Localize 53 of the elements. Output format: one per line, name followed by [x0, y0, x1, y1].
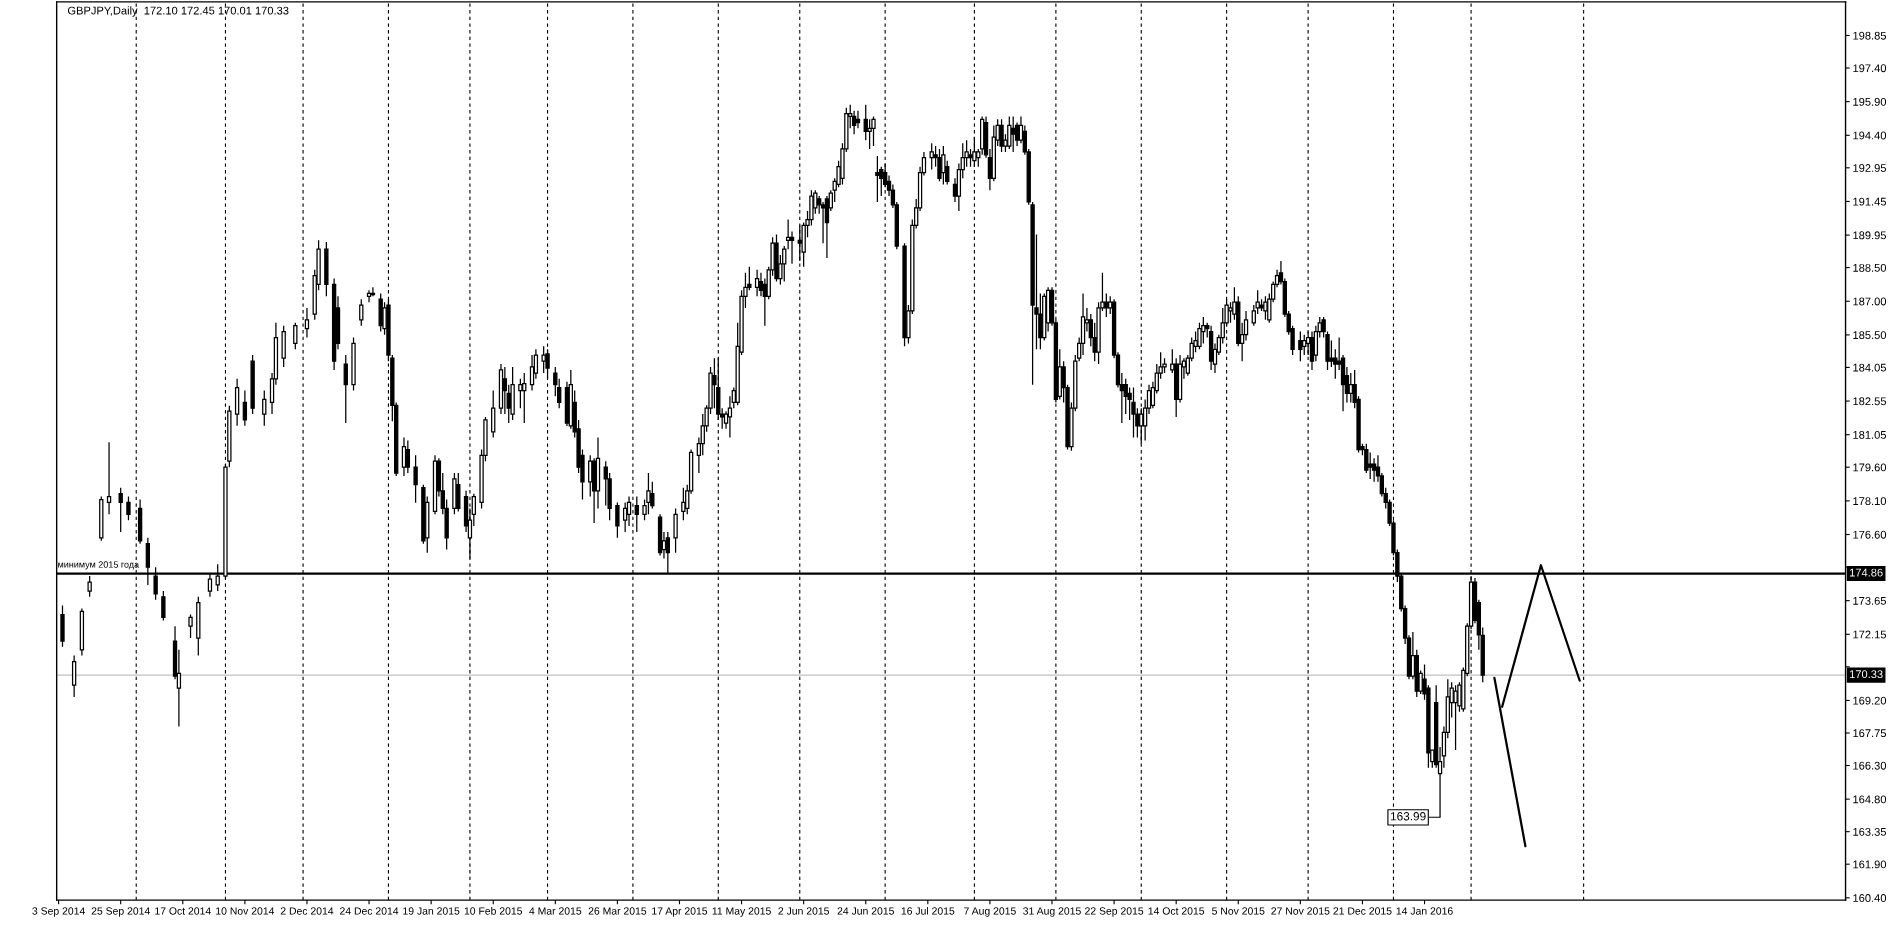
y-tick-label: 194.40 [1853, 131, 1887, 140]
y-tick-label: 192.95 [1853, 164, 1887, 172]
x-tick-label: 27 Nov 2015 [1271, 907, 1330, 915]
x-tick-label: 10 Feb 2015 [464, 907, 523, 915]
x-tick-label: 17 Apr 2015 [652, 907, 708, 917]
y-tick-label: 197.40 [1853, 64, 1887, 73]
x-tick-label: 2 Jun 2015 [778, 907, 829, 915]
x-tick-label: 26 Mar 2015 [588, 907, 647, 915]
y-tick-label: 166.30 [1853, 761, 1887, 770]
y-tick-label: 195.90 [1853, 97, 1887, 106]
x-tick-label: 4 Mar 2015 [529, 907, 582, 915]
ref-line-label: 170.33 [1849, 670, 1883, 679]
x-tick-label: 22 Sep 2015 [1085, 907, 1144, 917]
x-tick-label: 16 Jul 2015 [901, 907, 955, 915]
annotation: 163.99 [1390, 812, 1426, 821]
y-tick-label: 179.60 [1853, 463, 1887, 472]
y-tick-label: 160.40 [1853, 894, 1887, 902]
y-tick-label: 163.35 [1853, 827, 1887, 836]
x-tick-label: 3 Sep 2014 [32, 907, 85, 917]
y-tick-label: 172.15 [1853, 630, 1887, 639]
y-tick-label: 185.50 [1853, 331, 1887, 340]
x-tick-label: 25 Sep 2014 [91, 907, 150, 917]
y-tick-label: 188.50 [1853, 263, 1887, 272]
y-tick-label: 173.65 [1853, 596, 1887, 605]
y-tick-label: 181.05 [1853, 430, 1887, 439]
y-tick-label: 178.10 [1853, 497, 1887, 505]
y-tick-label: 187.00 [1853, 297, 1887, 306]
chart-title: GBPJPY,Daily 172.10 172.45 170.01 170.33 [67, 6, 289, 17]
y-tick-label: 182.55 [1853, 397, 1887, 406]
x-tick-label: 21 Dec 2015 [1333, 907, 1392, 915]
x-tick-label: 17 Oct 2014 [155, 907, 211, 915]
y-tick-label: 167.75 [1853, 729, 1887, 738]
x-tick-label: 19 Jan 2015 [403, 907, 460, 915]
ref-line-label: 174.86 [1849, 568, 1883, 577]
annotation: минимум 2015 года [58, 561, 140, 570]
x-tick-label: 14 Jan 2016 [1396, 907, 1453, 915]
x-tick-label: 7 Aug 2015 [964, 907, 1016, 917]
x-tick-label: 14 Oct 2015 [1148, 907, 1205, 915]
y-tick-label: 164.80 [1853, 795, 1887, 804]
y-tick-label: 191.45 [1853, 197, 1887, 206]
y-tick-label: 198.85 [1853, 31, 1887, 40]
x-tick-label: 11 May 2015 [712, 907, 771, 917]
y-tick-label: 189.95 [1853, 231, 1887, 240]
x-tick-label: 5 Nov 2015 [1212, 907, 1265, 915]
x-tick-label: 10 Nov 2014 [216, 907, 275, 915]
x-tick-label: 2 Dec 2014 [280, 907, 334, 915]
y-tick-label: 176.60 [1853, 530, 1887, 539]
y-tick-label: 169.20 [1853, 696, 1887, 705]
y-tick-label: 184.05 [1853, 363, 1887, 372]
x-tick-label: 24 Jun 2015 [837, 907, 894, 915]
y-tick-label: 161.90 [1853, 860, 1887, 869]
x-tick-label: 24 Dec 2014 [340, 907, 399, 915]
x-tick-label: 31 Aug 2015 [1023, 907, 1081, 917]
